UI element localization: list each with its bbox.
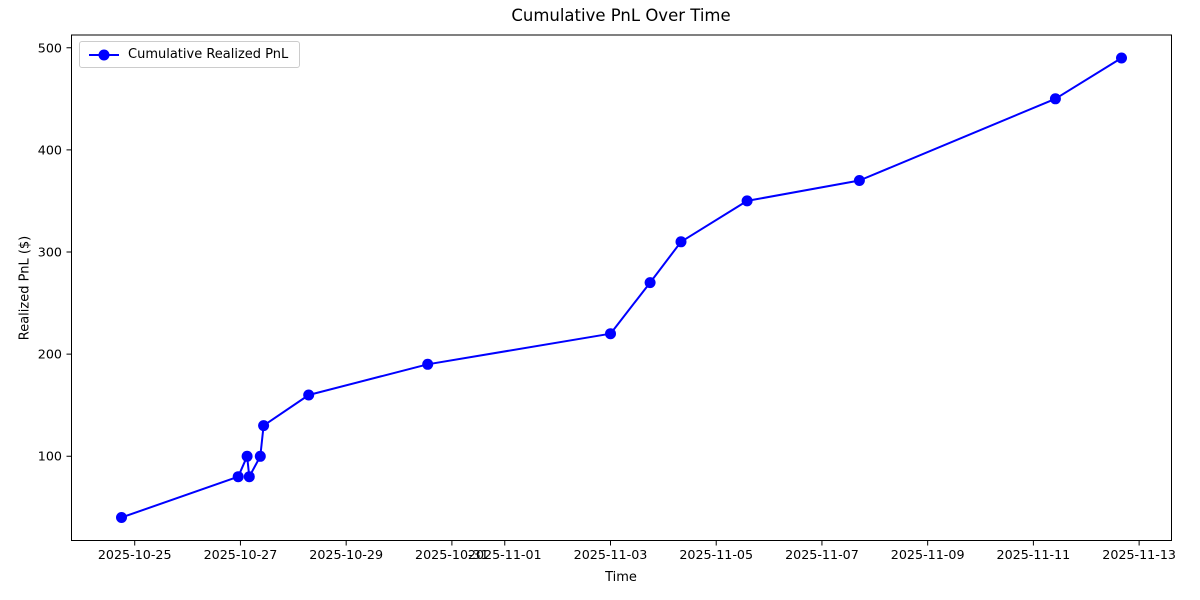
legend-line-sample-icon: [89, 49, 119, 60]
x-tick-label: 2025-11-07: [785, 547, 859, 562]
data-point-marker: [303, 389, 315, 401]
data-point-marker: [1116, 52, 1127, 64]
data-point-marker: [605, 328, 616, 340]
x-tick-label: 2025-11-13: [1102, 547, 1176, 562]
data-point-marker: [853, 175, 865, 186]
x-tick-label: 2025-11-05: [679, 547, 754, 562]
x-tick-label: 2025-10-25: [97, 547, 172, 562]
y-tick-label: 300: [37, 244, 62, 260]
y-tick-label: 200: [37, 346, 62, 362]
x-tick-label: 2025-11-01: [467, 547, 542, 562]
x-tick-label: 2025-11-09: [890, 547, 965, 562]
y-tick-label: 500: [37, 40, 62, 56]
cumulative-pnl-line: [120, 57, 1123, 519]
data-point-marker: [116, 512, 127, 523]
data-point-marker: [241, 450, 253, 462]
chart-title: Cumulative PnL Over Time: [511, 6, 731, 25]
x-axis-title: Time: [605, 570, 637, 585]
legend-entry-label: Cumulative Realized PnL: [128, 47, 289, 62]
x-tick-label: 2025-10-31: [415, 547, 489, 562]
data-point-marker: [243, 471, 255, 483]
y-tick-label: 100: [37, 448, 62, 464]
legend: Cumulative Realized PnL: [79, 41, 301, 68]
data-point-marker: [258, 420, 270, 432]
data-point-marker: [675, 236, 687, 248]
x-tick-label: 2025-10-29: [309, 547, 384, 562]
data-point-marker: [422, 358, 434, 370]
legend-circle-marker-icon: [98, 49, 110, 60]
data-point-marker: [1049, 93, 1061, 105]
x-tick-label: 2025-11-11: [996, 547, 1071, 562]
data-point-marker: [232, 471, 244, 483]
y-axis-title: Realized PnL ($): [17, 235, 33, 341]
x-tick-label: 2025-11-03: [573, 547, 648, 562]
y-tick-label: 400: [37, 142, 62, 158]
data-point-marker: [741, 195, 753, 207]
data-point-marker: [254, 450, 266, 462]
x-tick-label: 2025-10-27: [203, 547, 278, 562]
data-point-marker: [644, 277, 656, 289]
axes-spines: [71, 34, 1172, 541]
